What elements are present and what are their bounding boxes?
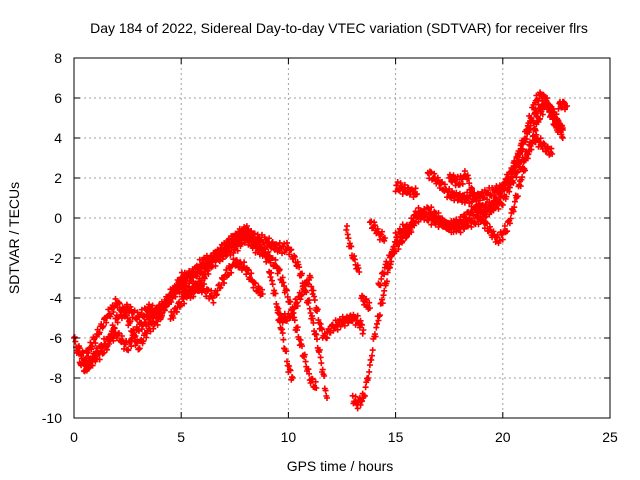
data-point-markers xyxy=(366,218,388,244)
y-tick-label: -6 xyxy=(50,330,63,346)
data-point-markers xyxy=(343,223,363,275)
data-point-markers xyxy=(403,131,556,240)
data-track xyxy=(167,256,266,322)
x-tick-label: 10 xyxy=(281,429,297,445)
y-tick-label: 2 xyxy=(54,170,62,186)
data-series xyxy=(71,89,571,412)
y-tick-label: 6 xyxy=(54,90,62,106)
y-tick-label: 4 xyxy=(54,130,62,146)
data-point-markers xyxy=(81,223,330,401)
y-tick-label: 8 xyxy=(54,50,62,66)
y-axis-label: SDTVAR / TECUs xyxy=(6,182,22,294)
data-track xyxy=(274,272,367,342)
y-tick-label: -10 xyxy=(42,410,62,426)
plot-frame xyxy=(73,57,611,419)
data-track xyxy=(555,98,571,113)
data-track xyxy=(446,95,566,247)
data-track xyxy=(392,179,420,200)
data-point-markers xyxy=(274,272,367,342)
data-track xyxy=(403,131,556,240)
data-point-markers xyxy=(167,256,266,322)
y-axis: -10 -8 -6 -4 -2 0 2 4 6 8 xyxy=(42,50,610,426)
x-tick-label: 20 xyxy=(495,429,511,445)
x-axis: 0 5 10 15 20 25 xyxy=(70,58,618,445)
chart-title: Day 184 of 2022, Sidereal Day-to-day VTE… xyxy=(90,20,588,36)
y-tick-label: -4 xyxy=(50,290,63,306)
y-tick-label: -8 xyxy=(50,370,63,386)
data-point-markers xyxy=(358,292,373,312)
data-track xyxy=(81,223,330,401)
data-track xyxy=(343,223,363,275)
x-tick-label: 25 xyxy=(602,429,618,445)
x-tick-label: 0 xyxy=(70,429,78,445)
data-track xyxy=(358,292,373,312)
x-axis-label: GPS time / hours xyxy=(287,458,394,474)
data-track xyxy=(366,218,388,244)
x-tick-label: 15 xyxy=(388,429,404,445)
data-point-markers xyxy=(446,95,566,247)
y-tick-label: 0 xyxy=(54,210,62,226)
x-tick-label: 5 xyxy=(177,429,185,445)
data-point-markers xyxy=(392,179,420,200)
y-tick-label: -2 xyxy=(50,250,63,266)
data-point-markers xyxy=(555,98,571,113)
